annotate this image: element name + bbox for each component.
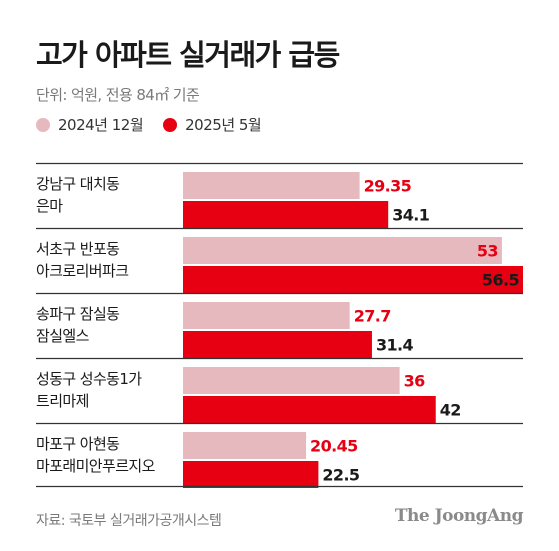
bar-2024-12 (183, 432, 307, 459)
chart-subtitle: 단위: 억원, 전용 84㎡ 기준 (36, 86, 200, 104)
category-label: 성동구 성수동1가 (36, 370, 142, 388)
chart-title: 고가 아파트 실거래가 급등 (36, 38, 340, 72)
bar-2025-05 (183, 331, 372, 358)
legend-label-2025-05: 2025년 5월 (185, 116, 262, 134)
value-label-2025-05: 34.1 (392, 206, 430, 225)
legend-swatch-2025-05 (163, 117, 178, 132)
value-label-2024-12: 36 (404, 372, 426, 391)
value-label-2024-12: 29.35 (364, 177, 412, 196)
value-label-2025-05: 42 (440, 401, 461, 420)
category-label: 아크로리버파크 (36, 262, 128, 280)
bar-2024-12 (183, 302, 350, 329)
value-label-2024-12: 53 (477, 242, 498, 261)
legend: 2024년 12월 2025년 5월 (36, 114, 281, 135)
value-label-2024-12: 27.7 (354, 307, 391, 326)
legend-swatch-2024-12 (36, 117, 50, 132)
category-label: 강남구 대치동 (36, 175, 120, 193)
category-label: 서초구 반포동 (36, 240, 120, 258)
value-label-2025-05: 22.5 (322, 466, 360, 485)
bar-2025-05 (183, 396, 436, 423)
bar-2025-05 (183, 266, 523, 293)
legend-item-2024-12: 2024년 12월 (36, 114, 144, 135)
bar-2024-12 (183, 367, 400, 394)
value-label-2024-12: 20.45 (310, 437, 358, 456)
category-label: 은마 (36, 197, 63, 215)
bar-2025-05 (183, 461, 319, 488)
category-label: 트리마제 (36, 392, 89, 410)
category-label: 마포래미안푸르지오 (36, 457, 156, 475)
bar-2025-05 (183, 201, 389, 228)
legend-item-2025-05: 2025년 5월 (163, 114, 262, 135)
category-label: 송파구 잠실동 (36, 305, 120, 323)
category-label: 잠실엘스 (36, 327, 90, 345)
value-label-2025-05: 31.4 (376, 336, 414, 355)
category-label: 마포구 아현동 (36, 435, 120, 453)
source-note: 자료: 국토부 실거래가공개시스템 (36, 513, 222, 529)
bar-2024-12 (183, 237, 502, 264)
brand-logo: The JoongAng (394, 506, 524, 526)
bar-2024-12 (183, 172, 360, 199)
legend-label-2024-12: 2024년 12월 (58, 116, 144, 134)
value-label-2025-05: 56.5 (482, 271, 520, 290)
